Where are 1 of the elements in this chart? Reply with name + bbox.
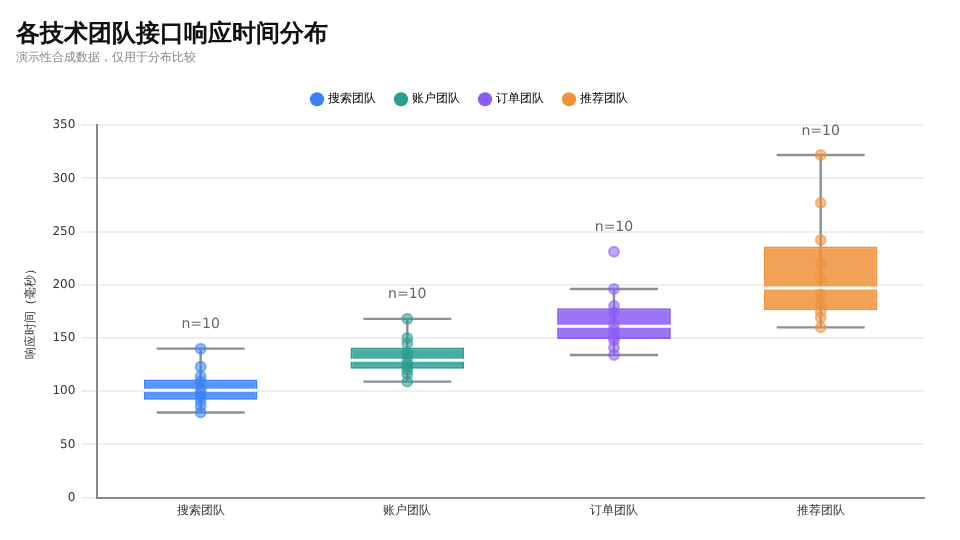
chart-title: 各技术团队接口响应时间分布	[14, 18, 328, 47]
